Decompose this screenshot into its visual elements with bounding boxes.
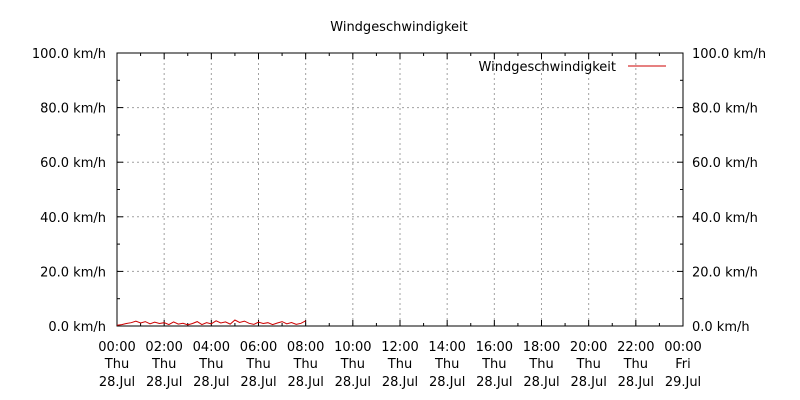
y-tick-label-left: 0.0 km/h <box>48 320 106 335</box>
x-tick-date: 28.Jul <box>570 375 606 390</box>
x-tick-time: 22:00 <box>617 340 654 355</box>
x-tick-time: 18:00 <box>523 340 560 355</box>
x-tick-date: 28.Jul <box>240 375 276 390</box>
x-tick-day: Thu <box>528 357 553 372</box>
x-tick-time: 12:00 <box>381 340 418 355</box>
x-tick-time: 06:00 <box>240 340 277 355</box>
x-tick-day: Thu <box>292 357 317 372</box>
x-tick-date: 29.Jul <box>665 375 701 390</box>
chart-title: Windgeschwindigkeit <box>330 20 467 35</box>
y-tick-label-left: 20.0 km/h <box>40 265 106 280</box>
x-tick-day: Thu <box>434 357 459 372</box>
x-tick-day: Thu <box>575 357 600 372</box>
x-tick-date: 28.Jul <box>146 375 182 390</box>
x-tick-date: 28.Jul <box>193 375 229 390</box>
series-layer <box>116 319 306 326</box>
x-tick-date: 28.Jul <box>429 375 465 390</box>
legend: Windgeschwindigkeit <box>479 60 666 75</box>
labels-layer: 0.0 km/h 0.0 km/h 20.0 km/h 20.0 km/h 40.0 k… <box>32 47 766 390</box>
x-tick-date: 28.Jul <box>382 375 418 390</box>
x-tick-time: 16:00 <box>476 340 513 355</box>
x-tick-time: 02:00 <box>145 340 182 355</box>
x-tick-day: Thu <box>104 357 129 372</box>
x-tick-time: 08:00 <box>287 340 324 355</box>
y-tick-label-left: 40.0 km/h <box>40 211 106 226</box>
x-tick-day: Thu <box>198 357 223 372</box>
y-tick-label-right: 0.0 km/h <box>692 320 750 335</box>
series-line-windgeschwindigkeit <box>116 319 306 326</box>
x-tick-day: Fri <box>675 357 691 372</box>
x-tick-date: 28.Jul <box>618 375 654 390</box>
y-tick-label-right: 40.0 km/h <box>692 211 758 226</box>
y-tick-label-right: 20.0 km/h <box>692 265 758 280</box>
x-tick-date: 28.Jul <box>287 375 323 390</box>
x-tick-time: 20:00 <box>570 340 607 355</box>
y-tick-label-right: 80.0 km/h <box>692 102 758 117</box>
x-tick-date: 28.Jul <box>523 375 559 390</box>
x-tick-time: 04:00 <box>193 340 230 355</box>
x-tick-date: 28.Jul <box>476 375 512 390</box>
y-tick-label-right: 100.0 km/h <box>692 47 766 62</box>
x-tick-day: Thu <box>387 357 412 372</box>
x-tick-day: Thu <box>340 357 365 372</box>
legend-label: Windgeschwindigkeit <box>479 60 616 75</box>
x-tick-day: Thu <box>623 357 648 372</box>
y-tick-label-left: 60.0 km/h <box>40 156 106 171</box>
x-tick-day: Thu <box>245 357 270 372</box>
x-tick-day: Thu <box>151 357 176 372</box>
x-tick-time: 00:00 <box>664 340 701 355</box>
grid-layer <box>117 53 683 326</box>
x-tick-date: 28.Jul <box>335 375 371 390</box>
x-tick-date: 28.Jul <box>99 375 135 390</box>
ticks-layer <box>116 52 684 327</box>
x-tick-time: 00:00 <box>98 340 135 355</box>
x-tick-day: Thu <box>481 357 506 372</box>
x-tick-time: 10:00 <box>334 340 371 355</box>
y-tick-label-left: 100.0 km/h <box>32 47 106 62</box>
y-tick-label-left: 80.0 km/h <box>40 102 106 117</box>
x-tick-time: 14:00 <box>428 340 465 355</box>
y-tick-label-right: 60.0 km/h <box>692 156 758 171</box>
